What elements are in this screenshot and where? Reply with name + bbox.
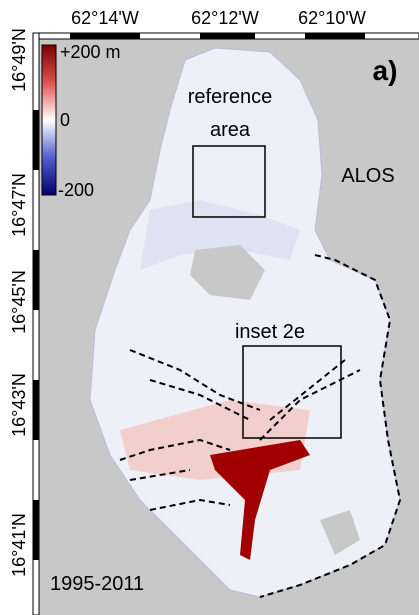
colorbar-label: -200	[58, 180, 94, 200]
panel-label: a)	[373, 55, 398, 86]
colorbar-label: 0	[60, 110, 70, 130]
annotation: area	[210, 119, 251, 141]
lon-label: 62°10'W	[298, 8, 366, 28]
lat-label: 16°41'N	[9, 513, 29, 577]
annotation: inset 2e	[235, 321, 305, 343]
lat-label: 16°43'N	[9, 373, 29, 437]
map-figure: 62°14'W 62°12'W 62°10'W 16°49'N 16°47'N …	[0, 0, 419, 615]
colorbar-label: +200 m	[60, 42, 121, 62]
lon-label: 62°14'W	[71, 8, 139, 28]
lat-label: 16°45'N	[9, 270, 29, 334]
annotation: ALOS	[341, 165, 394, 187]
annotation: reference	[188, 86, 273, 108]
lon-label: 62°12'W	[191, 8, 259, 28]
annotation: 1995-2011	[50, 573, 144, 595]
lat-label: 16°47'N	[9, 173, 29, 237]
colorbar	[42, 45, 56, 195]
lat-label: 16°49'N	[9, 28, 29, 92]
